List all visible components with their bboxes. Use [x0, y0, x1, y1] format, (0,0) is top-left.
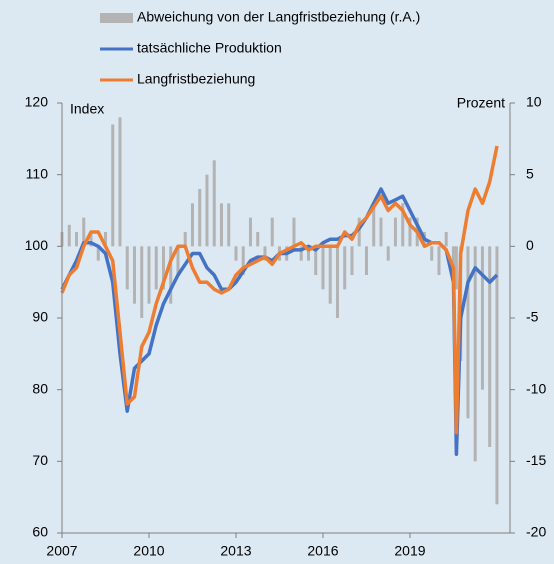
- bar: [393, 217, 397, 247]
- y-tick-label: 70: [32, 452, 48, 468]
- line: [60, 145, 499, 435]
- y2-tick-label: -20: [526, 524, 546, 540]
- y-axis-label: Index: [70, 101, 104, 117]
- bar: [386, 246, 390, 261]
- bar: [364, 246, 368, 275]
- y2-tick-label: -15: [526, 452, 546, 468]
- bar: [219, 203, 223, 247]
- bar: [328, 246, 332, 304]
- bar: [350, 246, 354, 275]
- legend-label: tatsächliche Produktion: [137, 40, 282, 56]
- bar: [306, 246, 310, 261]
- bar: [270, 217, 274, 247]
- bar: [132, 246, 136, 304]
- bar: [111, 124, 115, 247]
- bar: [176, 246, 180, 275]
- bar: [357, 217, 361, 247]
- y2-axis-label: Prozent: [457, 95, 505, 111]
- y2-tick-label: 5: [526, 165, 534, 181]
- x-tick-label: 2007: [46, 543, 77, 559]
- bar: [466, 246, 470, 419]
- bar: [118, 117, 122, 247]
- x-tick-label: 2013: [220, 543, 251, 559]
- y-tick-label: 90: [32, 309, 48, 325]
- bar: [234, 246, 238, 261]
- bar: [314, 246, 318, 275]
- legend-label: Langfristbeziehung: [137, 71, 255, 87]
- bar: [82, 217, 86, 247]
- bar: [495, 246, 499, 505]
- bar: [74, 232, 78, 247]
- bar: [241, 246, 245, 275]
- y-tick-label: 110: [26, 165, 49, 181]
- bar: [335, 246, 339, 318]
- bar: [190, 203, 194, 247]
- legend-swatch: [100, 13, 133, 23]
- bar: [147, 246, 151, 304]
- bar: [473, 246, 477, 462]
- bar: [401, 203, 405, 247]
- bar: [89, 232, 93, 247]
- bar: [154, 246, 158, 290]
- bar: [379, 217, 383, 247]
- bar: [256, 232, 260, 247]
- bar: [321, 246, 325, 290]
- bar: [248, 217, 252, 247]
- y2-tick-label: -10: [526, 380, 546, 396]
- bar: [125, 246, 129, 290]
- line: [60, 187, 499, 456]
- bar: [408, 217, 412, 247]
- legend-label: Abweichung von der Langfristbeziehung (r…: [137, 9, 420, 25]
- bar: [198, 189, 202, 247]
- bar: [212, 160, 216, 247]
- bar: [161, 246, 165, 290]
- y2-tick-label: 0: [526, 237, 534, 253]
- y-tick-label: 120: [25, 94, 49, 110]
- bar: [205, 174, 209, 247]
- bar: [292, 217, 296, 247]
- bar: [103, 232, 107, 247]
- x-tick-label: 2016: [307, 543, 338, 559]
- y-tick-label: 80: [32, 380, 48, 396]
- bar: [488, 246, 492, 447]
- bar: [372, 203, 376, 247]
- bar: [140, 246, 144, 318]
- x-tick-label: 2019: [394, 543, 425, 559]
- bar: [67, 224, 71, 247]
- y-tick-label: 100: [25, 237, 49, 253]
- bar: [96, 246, 100, 261]
- bar: [263, 246, 267, 261]
- bar: [454, 246, 458, 290]
- bar: [430, 246, 434, 261]
- bar: [343, 246, 347, 290]
- y2-tick-label: -5: [526, 309, 539, 325]
- bar: [169, 246, 173, 304]
- bar: [183, 232, 187, 247]
- bar: [480, 246, 484, 390]
- x-tick-label: 2010: [133, 543, 164, 559]
- bar: [299, 246, 303, 261]
- y2-tick-label: 10: [526, 94, 542, 110]
- bar: [444, 232, 448, 247]
- bar: [437, 246, 441, 275]
- y-tick-label: 60: [32, 524, 48, 540]
- bar: [227, 203, 231, 247]
